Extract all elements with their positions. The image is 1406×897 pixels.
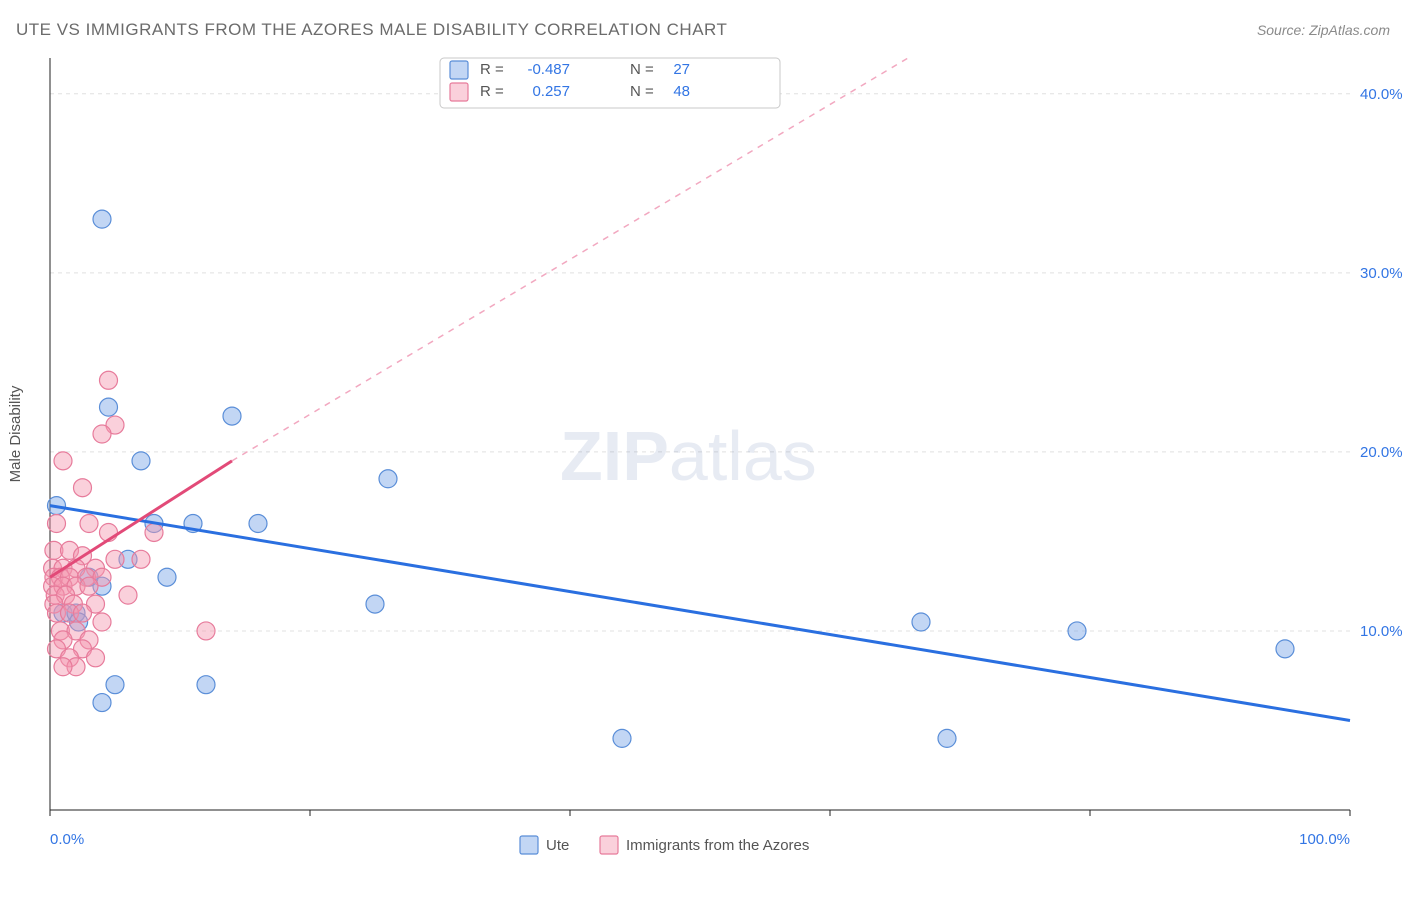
data-point <box>100 371 118 389</box>
data-point <box>379 470 397 488</box>
legend-series-label: Immigrants from the Azores <box>626 837 809 854</box>
chart-title: UTE VS IMMIGRANTS FROM THE AZORES MALE D… <box>16 20 727 40</box>
data-point <box>80 577 98 595</box>
data-point <box>93 694 111 712</box>
chart-header: UTE VS IMMIGRANTS FROM THE AZORES MALE D… <box>16 20 1390 40</box>
data-point <box>106 550 124 568</box>
data-point <box>48 515 66 533</box>
legend-n-label: N = <box>630 83 654 100</box>
data-point <box>93 613 111 631</box>
data-point <box>74 604 92 622</box>
legend-r-label: R = <box>480 61 504 78</box>
data-point <box>912 613 930 631</box>
data-point <box>119 586 137 604</box>
trend-line <box>50 506 1350 721</box>
y-tick-label: 40.0% <box>1360 86 1403 103</box>
scatter-chart: 0.0% 100.0% 10.0% 20.0% 30.0% 40.0% Male Disab… <box>0 50 1406 892</box>
data-point <box>54 452 72 470</box>
x-tick-label: 100.0% <box>1299 831 1350 848</box>
data-point <box>87 649 105 667</box>
data-point <box>366 595 384 613</box>
legend-r-value: -0.487 <box>527 61 570 78</box>
data-point <box>54 658 72 676</box>
data-point <box>249 515 267 533</box>
data-point <box>1068 622 1086 640</box>
data-point <box>80 515 98 533</box>
legend-n-label: N = <box>630 61 654 78</box>
legend-swatch <box>600 836 618 854</box>
data-point <box>100 398 118 416</box>
legend-series-label: Ute <box>546 837 569 854</box>
y-axis-label: Male Disability <box>7 385 24 482</box>
chart-source: Source: ZipAtlas.com <box>1257 22 1390 38</box>
data-point <box>93 210 111 228</box>
data-point <box>132 452 150 470</box>
chart-container: 0.0% 100.0% 10.0% 20.0% 30.0% 40.0% Male Disab… <box>0 50 1406 892</box>
data-point <box>223 407 241 425</box>
data-point <box>613 729 631 747</box>
legend-n-value: 27 <box>673 61 690 78</box>
legend-r-label: R = <box>480 83 504 100</box>
legend-swatch <box>450 83 468 101</box>
data-point <box>197 622 215 640</box>
watermark: ZIPatlas <box>560 417 817 495</box>
data-point <box>93 425 111 443</box>
y-tick-label: 10.0% <box>1360 623 1403 640</box>
x-tick-label: 0.0% <box>50 831 84 848</box>
trend-line-dashed <box>232 58 908 461</box>
y-tick-label: 20.0% <box>1360 444 1403 461</box>
legend-swatch <box>450 61 468 79</box>
data-point <box>1276 640 1294 658</box>
data-point <box>74 479 92 497</box>
data-point <box>132 550 150 568</box>
data-point <box>197 676 215 694</box>
data-point <box>158 568 176 586</box>
data-point <box>106 676 124 694</box>
legend-r-value: 0.257 <box>532 83 570 100</box>
y-tick-label: 30.0% <box>1360 265 1403 282</box>
legend-n-value: 48 <box>673 83 690 100</box>
data-point <box>938 729 956 747</box>
data-point <box>145 523 163 541</box>
legend-swatch <box>520 836 538 854</box>
